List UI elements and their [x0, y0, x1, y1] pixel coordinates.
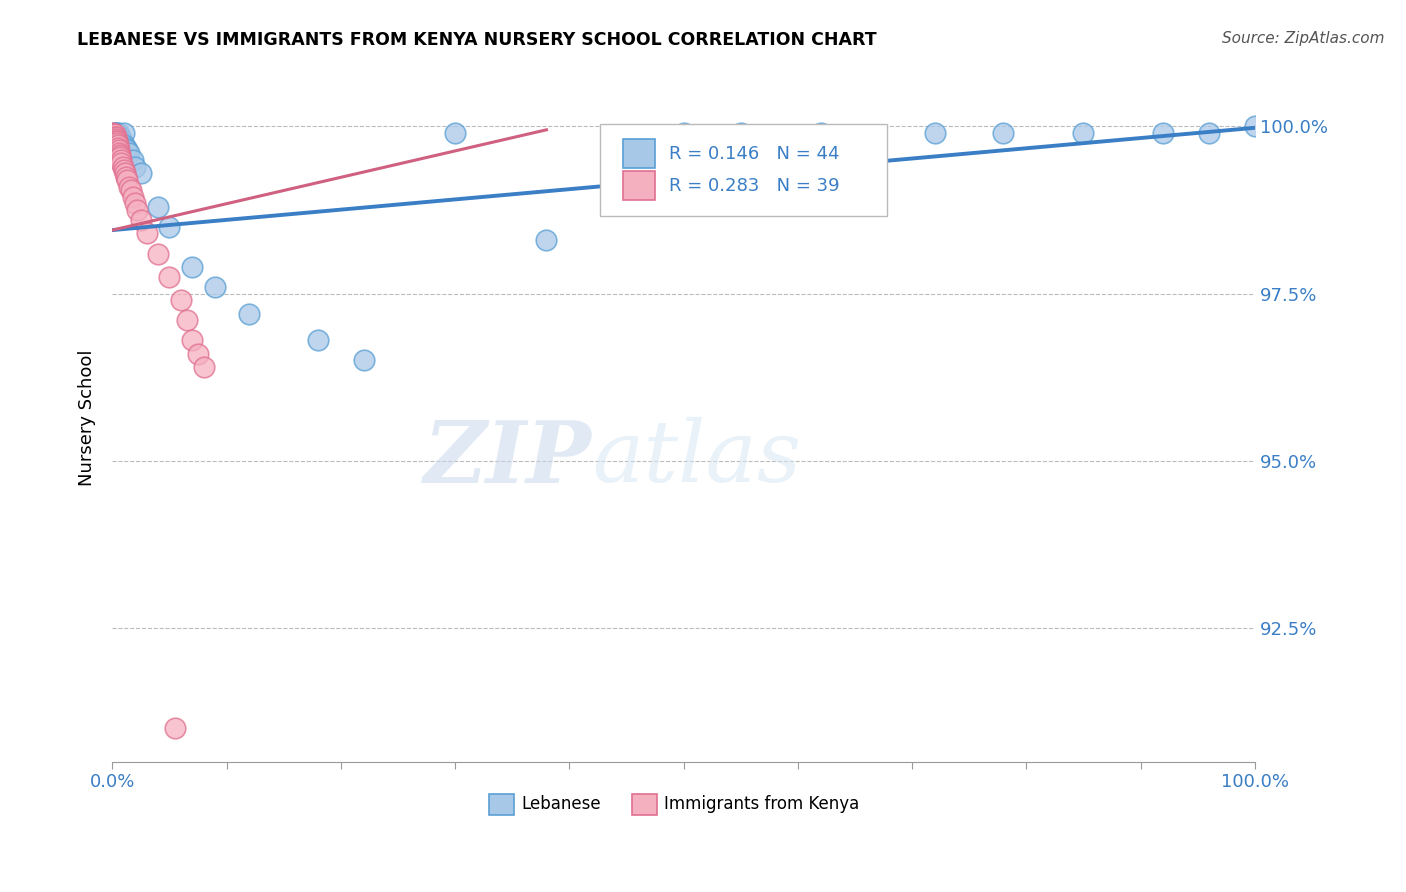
Point — [110, 153, 132, 167]
Point — [112, 126, 135, 140]
Point — [730, 126, 752, 140]
Point — [105, 134, 128, 148]
Point — [107, 138, 129, 153]
Point — [672, 126, 695, 140]
Point — [108, 128, 131, 142]
Point — [129, 166, 152, 180]
Point — [103, 129, 125, 144]
Point — [111, 136, 134, 151]
Point — [112, 138, 135, 153]
Point — [103, 128, 125, 142]
Point — [993, 126, 1015, 140]
Text: atlas: atlas — [592, 417, 801, 500]
Point — [103, 126, 125, 140]
Point — [110, 147, 132, 161]
Point — [115, 169, 138, 184]
Point — [444, 126, 467, 140]
Point — [103, 129, 125, 144]
Point — [103, 131, 125, 145]
Point — [181, 334, 204, 348]
Point — [307, 334, 329, 348]
Point — [157, 219, 180, 234]
Point — [157, 269, 180, 284]
Point — [924, 126, 946, 140]
Point — [536, 233, 558, 247]
Point — [110, 129, 132, 144]
Point — [124, 196, 146, 211]
Point — [181, 260, 204, 274]
Point — [1244, 120, 1267, 134]
Point — [110, 134, 132, 148]
FancyBboxPatch shape — [633, 794, 657, 814]
Point — [110, 156, 132, 170]
Point — [103, 128, 125, 142]
Point — [115, 143, 138, 157]
Point — [107, 129, 129, 144]
Point — [1152, 126, 1174, 140]
Point — [108, 131, 131, 145]
Point — [170, 293, 193, 308]
Point — [110, 131, 132, 145]
FancyBboxPatch shape — [600, 124, 887, 216]
Point — [104, 129, 127, 144]
Point — [108, 143, 131, 157]
Point — [107, 141, 129, 155]
Point — [111, 160, 134, 174]
Text: Immigrants from Kenya: Immigrants from Kenya — [664, 796, 859, 814]
Point — [146, 200, 169, 214]
Point — [115, 173, 138, 187]
Text: Lebanese: Lebanese — [522, 796, 600, 814]
Point — [107, 126, 129, 140]
Point — [104, 131, 127, 145]
FancyBboxPatch shape — [623, 171, 655, 201]
Point — [146, 246, 169, 260]
Point — [1198, 126, 1220, 140]
Point — [176, 313, 198, 327]
Point — [165, 721, 187, 735]
Point — [120, 183, 142, 197]
Point — [103, 126, 125, 140]
Point — [110, 133, 132, 147]
Point — [238, 307, 260, 321]
Text: LEBANESE VS IMMIGRANTS FROM KENYA NURSERY SCHOOL CORRELATION CHART: LEBANESE VS IMMIGRANTS FROM KENYA NURSER… — [77, 31, 877, 49]
Point — [103, 129, 125, 144]
Point — [112, 163, 135, 178]
Point — [129, 213, 152, 227]
Point — [124, 160, 146, 174]
Point — [104, 126, 127, 140]
Point — [121, 153, 143, 167]
Point — [118, 146, 141, 161]
Point — [114, 166, 136, 180]
Point — [353, 353, 375, 368]
Point — [110, 150, 132, 164]
FancyBboxPatch shape — [623, 139, 655, 168]
Point — [204, 280, 226, 294]
Text: R = 0.146   N = 44: R = 0.146 N = 44 — [669, 145, 839, 162]
Point — [115, 141, 138, 155]
Y-axis label: Nursery School: Nursery School — [79, 349, 96, 485]
Point — [105, 126, 128, 140]
Point — [810, 126, 832, 140]
Point — [103, 126, 125, 140]
Point — [127, 202, 149, 217]
Point — [104, 134, 127, 148]
Point — [187, 347, 209, 361]
Point — [104, 128, 127, 143]
Point — [135, 227, 157, 241]
Point — [108, 146, 131, 161]
Point — [105, 136, 128, 151]
Point — [105, 128, 128, 142]
Point — [1073, 126, 1095, 140]
Point — [103, 128, 125, 142]
Point — [121, 189, 143, 203]
Text: R = 0.283   N = 39: R = 0.283 N = 39 — [669, 177, 839, 195]
FancyBboxPatch shape — [489, 794, 515, 814]
Text: Source: ZipAtlas.com: Source: ZipAtlas.com — [1222, 31, 1385, 46]
Point — [105, 129, 128, 144]
Point — [118, 179, 141, 194]
Point — [193, 360, 215, 375]
Text: ZIP: ZIP — [425, 417, 592, 500]
